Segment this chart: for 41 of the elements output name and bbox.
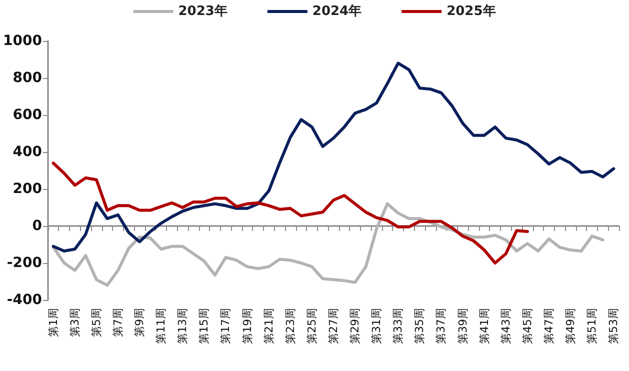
x-tick-label: 第1周 <box>46 308 60 337</box>
y-tick-label: 400 <box>12 144 42 160</box>
legend-label: 2023年 <box>178 4 228 19</box>
x-tick-label: 第19周 <box>240 308 254 344</box>
y-tick-label: -400 <box>6 292 42 308</box>
x-tick-label: 第11周 <box>154 308 168 344</box>
x-tick-label: 第17周 <box>219 308 232 344</box>
x-tick-label: 第13周 <box>176 308 190 344</box>
x-tick-label: 第51周 <box>586 308 599 344</box>
x-tick-label: 第25周 <box>305 308 318 344</box>
x-tick-label: 第27周 <box>326 308 340 344</box>
x-tick-label: 第29周 <box>348 308 362 344</box>
x-tick-label: 第53周 <box>607 308 620 344</box>
y-tick-label: 800 <box>12 70 42 86</box>
x-tick-label: 第47周 <box>542 308 556 344</box>
y-tick-label: 600 <box>12 107 42 123</box>
x-tick-label: 第45周 <box>520 308 534 344</box>
x-tick-label: 第15周 <box>198 308 211 344</box>
y-tick-label: 1000 <box>2 33 42 49</box>
x-tick-label: 第43周 <box>499 308 512 344</box>
y-tick-label: 200 <box>12 181 42 197</box>
y-tick-label: -200 <box>6 255 42 271</box>
line-series <box>52 62 616 252</box>
line-series <box>52 162 529 264</box>
x-tick-label: 第21周 <box>262 308 276 344</box>
x-tick-label: 第41周 <box>478 308 491 344</box>
x-tick-label: 第33周 <box>392 308 405 344</box>
x-tick-label: 第35周 <box>413 308 426 344</box>
x-tick-label: 第5周 <box>90 308 103 337</box>
x-tick-label: 第3周 <box>68 308 82 337</box>
x-tick-label: 第37周 <box>434 308 448 344</box>
x-tick-label: 第9周 <box>133 308 146 337</box>
y-tick-label: 0 <box>32 218 42 234</box>
x-tick-label: 第7周 <box>111 308 124 337</box>
x-tick-label: 第31周 <box>370 308 384 344</box>
legend-label: 2024年 <box>312 4 362 19</box>
x-tick-label: 第39周 <box>456 308 470 344</box>
legend-label: 2025年 <box>446 4 496 19</box>
line-series <box>52 202 604 287</box>
x-tick-label: 第49周 <box>564 308 578 344</box>
x-tick-label: 第23周 <box>284 308 297 344</box>
